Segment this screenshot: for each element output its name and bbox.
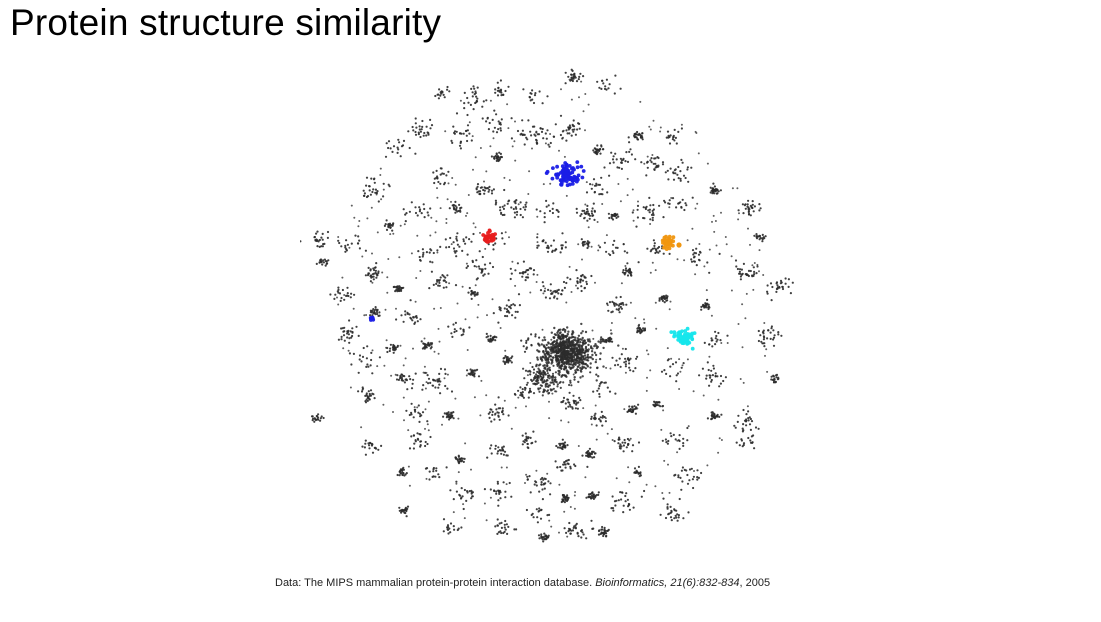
data-source-caption: Data: The MIPS mammalian protein-protein… (275, 577, 770, 589)
caption-journal: Bioinformatics, 21(6):832-834 (595, 577, 740, 589)
caption-source: Data: The MIPS mammalian protein-protein… (275, 577, 593, 589)
caption-year: , 2005 (739, 577, 771, 589)
slide-title: Protein structure similarity (10, 2, 442, 43)
network-nodes (300, 68, 794, 543)
highlighted-clusters (368, 160, 697, 351)
protein-network-figure (300, 68, 794, 543)
